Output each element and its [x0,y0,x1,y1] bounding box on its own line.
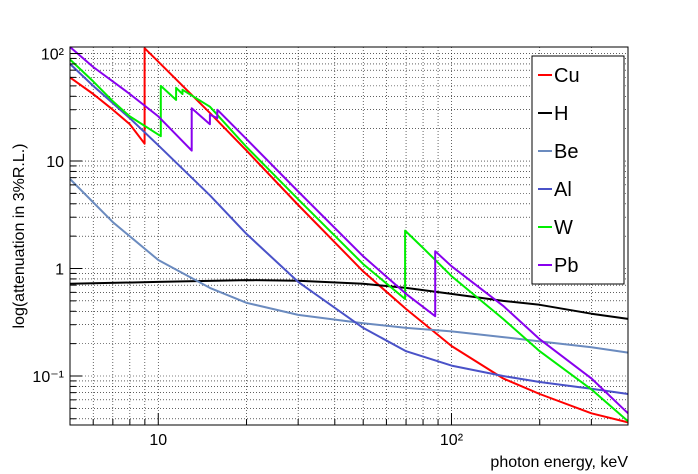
series-line-al [69,63,629,395]
legend-label-h: H [554,103,568,125]
legend-label-pb: Pb [554,255,578,277]
y-tick-label: 1 [55,262,64,279]
y-axis-title: log(attenuation in 3%R.L.) [11,144,28,329]
x-tick-label: 10² [440,432,464,449]
legend-label-al: Al [554,179,572,201]
legend-box [531,55,625,285]
axis-ticks: 10 10² 10⁻¹ 1 10 10² [32,47,629,449]
legend-label-be: Be [554,141,578,163]
series-line-be [69,178,629,354]
series-layer [69,46,629,424]
series-line-pb [69,46,629,415]
x-axis-title: photon energy, keV [490,454,628,471]
legend-label-cu: Cu [554,65,580,87]
y-tick-label: 10⁻¹ [32,369,64,386]
legend-label-w: W [554,217,573,239]
y-tick-label: 10² [41,47,65,64]
series-line-cu [69,47,629,424]
legend: Cu H Be Al W Pb [531,55,625,285]
series-line-w [69,58,629,422]
x-tick-label: 10 [149,432,167,449]
y-tick-label: 10 [46,154,64,171]
